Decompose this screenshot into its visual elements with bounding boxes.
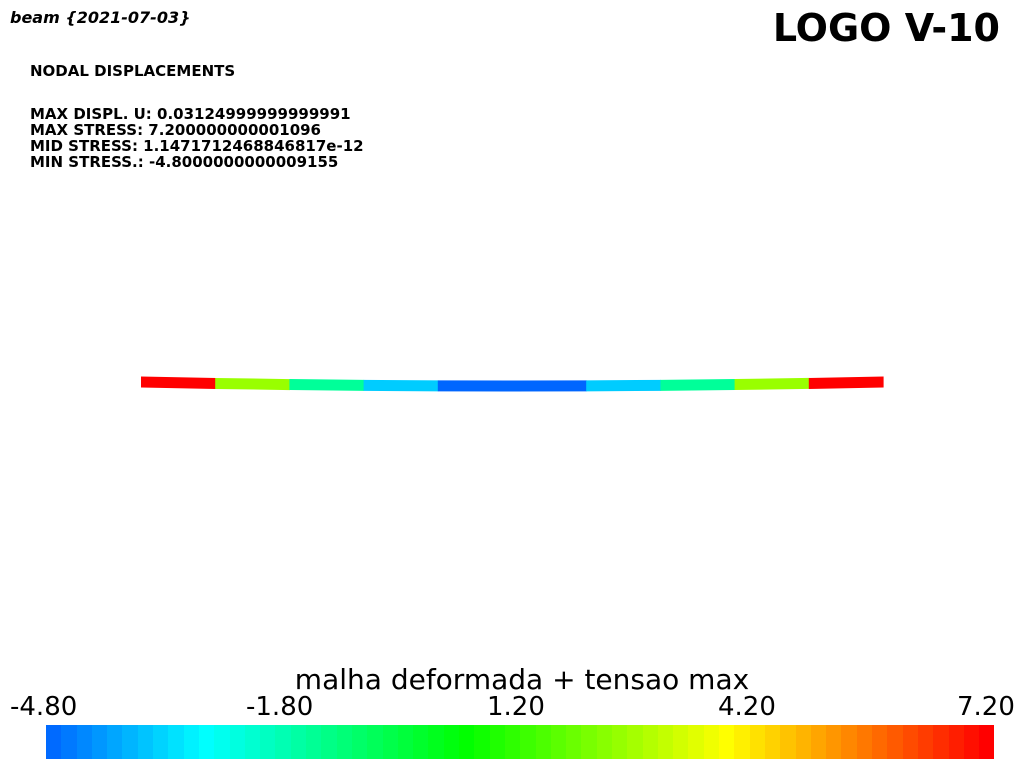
colorbar-band <box>229 725 245 759</box>
colorbar-band <box>657 725 674 759</box>
colorbar-band <box>107 725 123 759</box>
colorbar-band <box>397 725 414 759</box>
colorbar-tick-label: -4.80 <box>10 692 78 722</box>
colorbar-band <box>275 725 291 759</box>
colorbar-band <box>979 725 995 759</box>
colorbar-band <box>795 725 811 759</box>
results-info-panel: NODAL DISPLACEMENTS MAX DISPL. U: 0.0312… <box>30 63 364 170</box>
colorbar-band <box>535 725 551 759</box>
colorbar-band <box>504 725 521 759</box>
colorbar-tick-label: 4.20 <box>718 692 776 722</box>
colorbar-band <box>91 725 108 759</box>
colorbar-tick-label: 1.20 <box>487 692 545 722</box>
legend-title: malha deformada + tensao max <box>294 663 750 696</box>
colorbar-band <box>76 725 92 759</box>
colorbar-band <box>306 725 322 759</box>
colorbar-band <box>764 725 781 759</box>
colorbar-band <box>780 725 796 759</box>
colorbar-band <box>826 725 842 759</box>
colorbar-band <box>46 725 62 759</box>
colorbar-band <box>428 725 444 759</box>
colorbar-band <box>550 725 567 759</box>
max-displacement-text: MAX DISPL. U: 0.03124999999999991 <box>30 105 351 123</box>
colorbar-band <box>673 725 689 759</box>
colorbar-band <box>917 725 934 759</box>
beam-segment <box>289 379 365 391</box>
max-stress-text: MAX STRESS: 7.200000000001096 <box>30 121 321 139</box>
min-stress-text: MIN STRESS.: -4.8000000000009155 <box>30 153 339 171</box>
colorbar-band <box>459 725 475 759</box>
colorbar-band <box>948 725 964 759</box>
colorbar-tick-label: 7.20 <box>957 692 1015 722</box>
colorbar-band <box>61 725 77 759</box>
beam-segment <box>734 377 810 391</box>
colorbar-band <box>872 725 888 759</box>
colorbar-band <box>611 725 628 759</box>
colorbar-band <box>168 725 184 759</box>
colorbar-band <box>963 725 980 759</box>
beam-segment <box>363 379 439 392</box>
colorbar-band <box>183 725 199 759</box>
colorbar-band <box>321 725 337 759</box>
colorbar-band <box>489 725 505 759</box>
colorbar-band <box>719 725 735 759</box>
beam-segment <box>141 376 216 389</box>
colorbar-band <box>688 725 704 759</box>
colorbar-band <box>749 725 765 759</box>
logo-text: LOGO V-10 <box>772 6 1000 50</box>
colorbar-band <box>581 725 597 759</box>
colorbar-band <box>902 725 918 759</box>
colorbar-band <box>856 725 873 759</box>
colorbar-band <box>810 725 827 759</box>
colorbar-band <box>841 725 857 759</box>
colorbar-band <box>627 725 643 759</box>
colorbar-band <box>734 725 750 759</box>
colorbar-band <box>137 725 154 759</box>
colorbar-band <box>153 725 169 759</box>
colorbar-band <box>260 725 276 759</box>
colorbar-band <box>933 725 949 759</box>
beam-segment <box>808 376 884 389</box>
colorbar-band <box>290 725 307 759</box>
colorbar-band <box>520 725 536 759</box>
colorbar-band <box>367 725 383 759</box>
info-heading: NODAL DISPLACEMENTS <box>30 62 236 80</box>
beam-segment <box>586 379 661 392</box>
document-title: beam {2021-07-03} <box>10 8 191 27</box>
colorbar-band <box>703 725 720 759</box>
colorbar-band <box>122 725 138 759</box>
beam-segment <box>512 380 587 392</box>
colorbar-band <box>566 725 582 759</box>
colorbar-band <box>382 725 398 759</box>
colorbar-band <box>642 725 658 759</box>
colorbar-band <box>413 725 429 759</box>
colorbar-band <box>336 725 352 759</box>
colorbar-band <box>443 725 460 759</box>
stress-colorbar <box>46 725 995 759</box>
beam-segment <box>215 377 290 391</box>
colorbar-band <box>887 725 903 759</box>
colorbar-band <box>244 725 261 759</box>
colorbar-band <box>198 725 215 759</box>
colorbar-band <box>214 725 230 759</box>
mid-stress-text: MID STRESS: 1.1471712468846817e-12 <box>30 137 364 155</box>
beam-segment <box>660 379 736 391</box>
colorbar-band <box>351 725 368 759</box>
colorbar-tick-label: -1.80 <box>246 692 314 722</box>
colorbar-band <box>474 725 490 759</box>
beam-segment <box>437 380 513 392</box>
colorbar-band <box>596 725 612 759</box>
